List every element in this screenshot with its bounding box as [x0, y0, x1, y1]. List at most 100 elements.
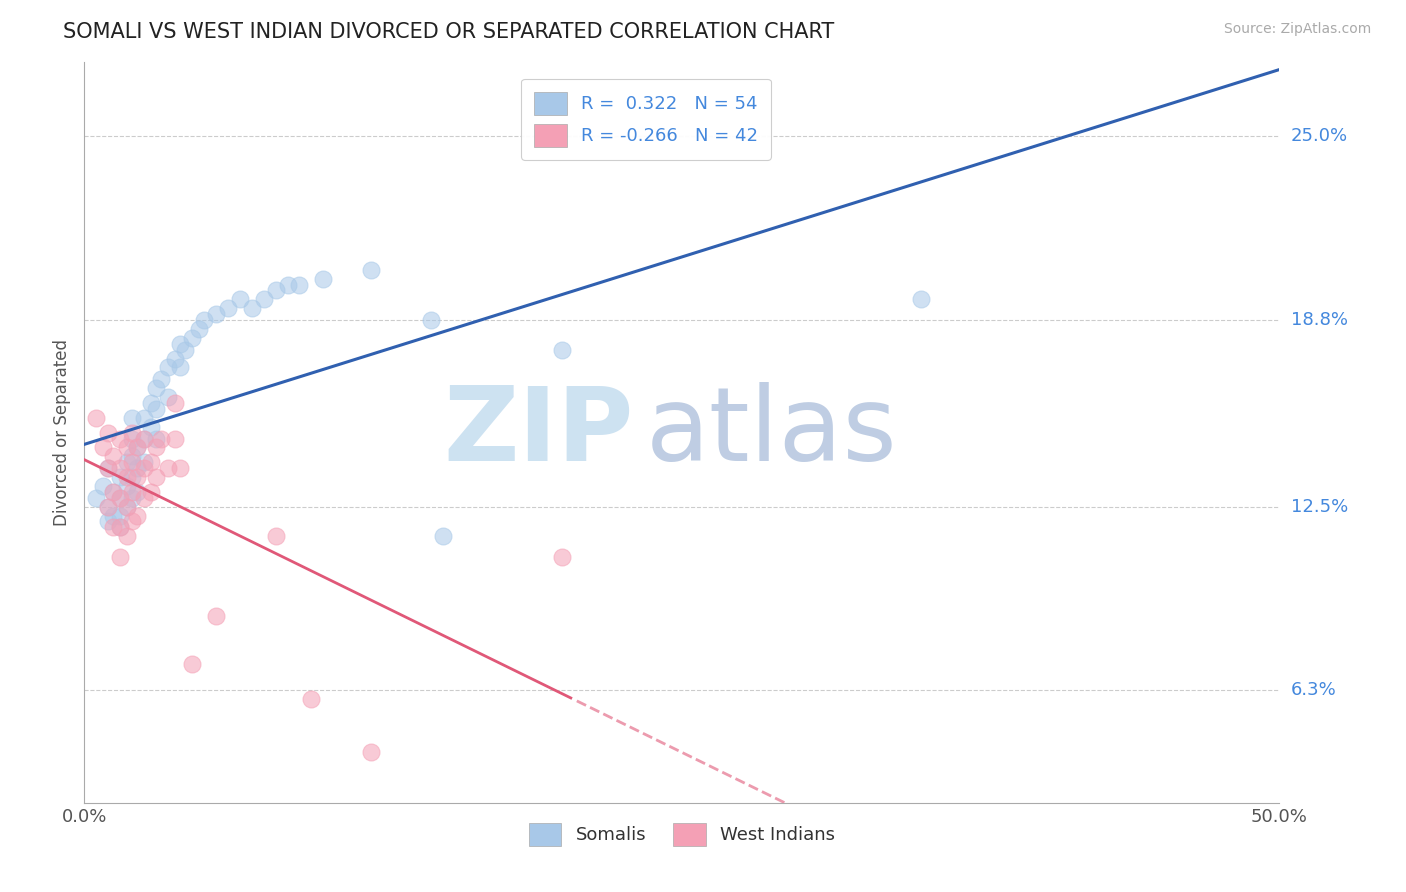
Point [117, 441, 139, 455]
Point [125, 441, 148, 455]
Text: ZIP: ZIP [444, 382, 634, 483]
Point [264, 284, 287, 298]
Point [110, 508, 132, 523]
Point [125, 461, 148, 475]
Point [110, 470, 132, 484]
Point [301, 692, 323, 706]
Point [101, 508, 124, 523]
Point [217, 301, 239, 316]
Point [110, 491, 132, 505]
Point [551, 549, 574, 564]
Point [910, 293, 932, 307]
Point [169, 360, 191, 375]
Point [132, 461, 156, 475]
Point [110, 491, 132, 505]
Point [141, 419, 163, 434]
Point [110, 549, 132, 564]
Point [97, 515, 120, 529]
Point [117, 500, 139, 514]
Point [145, 441, 167, 455]
Point [165, 396, 187, 410]
Point [132, 455, 156, 469]
Point [157, 390, 180, 404]
Point [110, 520, 132, 534]
Point [117, 479, 139, 493]
Point [173, 343, 195, 357]
Point [288, 277, 311, 292]
Text: 25.0%: 25.0% [1291, 128, 1348, 145]
Point [97, 425, 120, 440]
Text: Source: ZipAtlas.com: Source: ZipAtlas.com [1223, 22, 1371, 37]
Point [121, 470, 143, 484]
Point [432, 529, 454, 543]
Point [145, 470, 167, 484]
Text: atlas: atlas [647, 382, 898, 483]
Point [132, 432, 156, 446]
Point [253, 293, 276, 307]
Point [193, 313, 215, 327]
Point [264, 529, 287, 543]
Point [121, 425, 143, 440]
Point [229, 293, 252, 307]
Point [149, 372, 172, 386]
Point [205, 609, 228, 624]
Point [117, 500, 139, 514]
Point [117, 529, 139, 543]
Point [188, 322, 211, 336]
Point [277, 277, 299, 292]
Point [101, 450, 124, 464]
Point [169, 336, 191, 351]
Point [125, 441, 148, 455]
Point [86, 491, 108, 505]
Point [145, 432, 167, 446]
Point [97, 500, 120, 514]
Point [97, 500, 120, 514]
Point [149, 432, 172, 446]
Point [205, 307, 228, 321]
Point [125, 470, 148, 484]
Text: 12.5%: 12.5% [1291, 498, 1348, 516]
Point [121, 450, 143, 464]
Point [141, 455, 163, 469]
Point [121, 455, 143, 469]
Point [132, 410, 156, 425]
Point [121, 432, 143, 446]
Point [141, 396, 163, 410]
Text: 18.8%: 18.8% [1291, 311, 1347, 329]
Point [86, 410, 108, 425]
Point [132, 491, 156, 505]
Point [110, 520, 132, 534]
Point [97, 461, 120, 475]
Point [97, 461, 120, 475]
Point [93, 479, 115, 493]
Point [551, 343, 574, 357]
Point [121, 410, 143, 425]
Legend: Somalis, West Indians: Somalis, West Indians [522, 815, 842, 853]
Point [125, 508, 148, 523]
Point [181, 657, 204, 671]
Point [145, 401, 167, 416]
Point [141, 484, 163, 499]
Point [101, 520, 124, 534]
Point [110, 461, 132, 475]
Point [240, 301, 263, 316]
Point [117, 455, 139, 469]
Point [420, 313, 443, 327]
Point [360, 746, 382, 760]
Y-axis label: Divorced or Separated: Divorced or Separated [53, 339, 72, 526]
Point [132, 432, 156, 446]
Text: 6.3%: 6.3% [1291, 681, 1336, 699]
Point [93, 441, 115, 455]
Text: SOMALI VS WEST INDIAN DIVORCED OR SEPARATED CORRELATION CHART: SOMALI VS WEST INDIAN DIVORCED OR SEPARA… [63, 22, 835, 42]
Point [312, 271, 335, 285]
Point [165, 351, 187, 366]
Point [157, 461, 180, 475]
Point [169, 461, 191, 475]
Point [181, 331, 204, 345]
Point [121, 515, 143, 529]
Point [360, 262, 382, 277]
Point [165, 432, 187, 446]
Point [125, 484, 148, 499]
Point [101, 484, 124, 499]
Point [121, 491, 143, 505]
